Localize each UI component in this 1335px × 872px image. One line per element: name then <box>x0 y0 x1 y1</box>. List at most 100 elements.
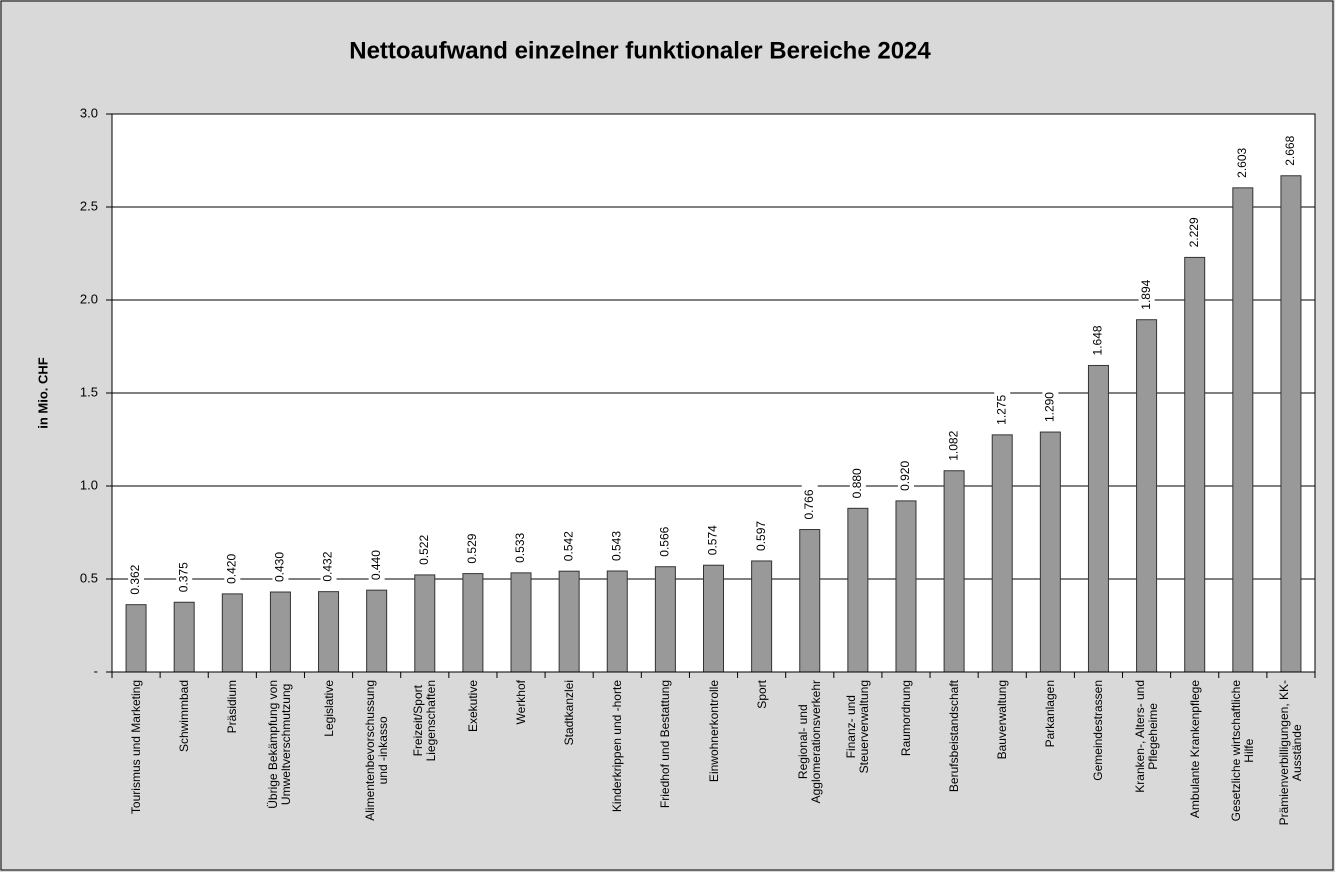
category-text: Präsidium <box>224 680 239 734</box>
bar <box>1232 187 1254 673</box>
value-label-bg <box>994 386 1011 427</box>
y-tick-label: 1.0 <box>80 477 98 492</box>
y-tick-label: - <box>94 663 98 678</box>
value-label: 2.668 <box>1283 135 1297 165</box>
x-tick-label: Legislative <box>306 680 352 870</box>
y-tick-label: 2.5 <box>80 198 98 213</box>
category-text: Legislative <box>321 680 336 737</box>
bar <box>847 507 869 673</box>
value-label-bg <box>1042 384 1059 425</box>
x-tick-label: Kranken-, Alters- und Pflegeheime <box>1124 680 1170 870</box>
value-label-bg <box>320 543 337 584</box>
value-label-bg <box>561 523 578 564</box>
x-tick-label: Stadtkanzlei <box>546 680 592 870</box>
x-tick-label: Gesetzliche wirtschaftliche Hilfe <box>1220 680 1266 870</box>
category-text: Kranken-, Alters- und Pflegeheime <box>1132 680 1160 793</box>
value-label: 1.275 <box>994 394 1008 424</box>
bar <box>751 560 773 673</box>
x-tick-label: Einwohnerkontrolle <box>691 680 737 870</box>
bar <box>799 529 821 673</box>
bar <box>173 601 195 673</box>
value-label-bg <box>946 422 963 463</box>
value-label: 0.766 <box>802 489 816 519</box>
value-label-bg <box>849 460 866 501</box>
category-text: Sport <box>754 680 769 709</box>
category-text: Raumordnung <box>898 680 913 757</box>
x-tick-label: Finanz- und Steuerverwaltung <box>835 680 881 870</box>
category-text: Kinderkrippen und -horte <box>609 680 624 813</box>
category-text: Regional- und Agglomerationsverkehr <box>795 680 823 804</box>
bar <box>318 591 340 673</box>
value-label: 2.229 <box>1187 217 1201 247</box>
x-tick-label: Schwimmbad <box>161 680 207 870</box>
category-text: Friedhof und Bestattung <box>657 680 672 809</box>
y-tick-label: 0.5 <box>80 570 98 585</box>
value-label: 1.290 <box>1043 392 1057 422</box>
category-text: Finanz- und Steuerverwaltung <box>843 680 871 774</box>
value-label: 0.522 <box>417 535 431 565</box>
chart-title: Nettoaufwand einzelner funktionaler Bere… <box>349 37 931 64</box>
value-label: 0.430 <box>273 552 287 582</box>
category-text: Schwimmbad <box>176 680 191 753</box>
value-label-bg <box>224 545 241 586</box>
plot-border <box>111 113 1316 673</box>
value-label: 1.648 <box>1091 325 1105 355</box>
category-text: Ambulante Krankenpflege <box>1187 680 1202 819</box>
value-label: 1.894 <box>1139 279 1153 309</box>
value-label: 0.543 <box>609 531 623 561</box>
y-axis-title: in Mio. CHF <box>35 357 50 429</box>
value-label-bg <box>464 525 481 566</box>
value-label-bg <box>657 518 674 559</box>
y-tick-label: 1.5 <box>80 384 98 399</box>
category-text: Bauverwaltung <box>994 680 1009 760</box>
value-label-bg <box>801 481 818 522</box>
bar <box>1136 319 1158 673</box>
x-tick-label: Sport <box>739 680 785 870</box>
value-label-bg <box>1090 317 1107 358</box>
x-tick-label: Werkhof <box>498 680 544 870</box>
value-label: 1.082 <box>946 430 960 460</box>
category-text: Gemeindestrassen <box>1090 680 1105 781</box>
category-text: Parkanlagen <box>1042 680 1057 748</box>
x-tick-label: Kinderkrippen und -horte <box>594 680 640 870</box>
category-text: Berufsbeistandschaft <box>946 680 961 793</box>
value-label-bg <box>128 556 145 597</box>
value-label: 0.420 <box>224 554 238 584</box>
x-tick-label: Raumordnung <box>883 680 929 870</box>
value-label: 0.574 <box>706 525 720 555</box>
x-tick-label: Tourismus und Marketing <box>113 680 159 870</box>
x-tick-label: Bauverwaltung <box>979 680 1025 870</box>
bar <box>269 591 291 673</box>
value-label-bg <box>609 523 626 564</box>
x-tick-label: Ambulante Krankenpflege <box>1172 680 1218 870</box>
x-tick-label: Friedhof und Bestattung <box>642 680 688 870</box>
category-text: Stadtkanzlei <box>561 680 576 746</box>
x-tick-label: Gemeindestrassen <box>1075 680 1121 870</box>
bar <box>221 593 243 673</box>
bar <box>366 589 388 673</box>
value-label-bg <box>513 524 530 565</box>
category-text: Einwohnerkontrolle <box>706 680 720 783</box>
value-label: 0.362 <box>128 564 142 594</box>
x-tick-label: Freizeit/Sport Liegenschaften <box>402 680 448 870</box>
x-tick-label: Prämienverbilligungen, KK- Ausstände <box>1268 680 1314 870</box>
bar <box>1280 175 1302 673</box>
value-label: 0.920 <box>898 461 912 491</box>
category-text: Übrige Bekämpfung von Umweltverschmutzun… <box>266 680 294 809</box>
bar <box>558 570 580 673</box>
category-text: Tourismus und Marketing <box>128 680 143 815</box>
value-label-bg <box>272 544 289 585</box>
y-tick-label: 3.0 <box>80 105 98 120</box>
bar <box>703 564 724 673</box>
category-text: Exekutive <box>465 680 480 733</box>
value-label-bg <box>368 542 385 583</box>
category-text: Gesetzliche wirtschaftliche Hilfe <box>1228 680 1256 822</box>
value-label: 0.375 <box>176 562 190 592</box>
value-label-bg <box>1138 271 1155 312</box>
value-label: 0.597 <box>754 521 768 551</box>
bar <box>510 572 532 673</box>
bar <box>1087 364 1109 673</box>
bar <box>606 570 628 673</box>
